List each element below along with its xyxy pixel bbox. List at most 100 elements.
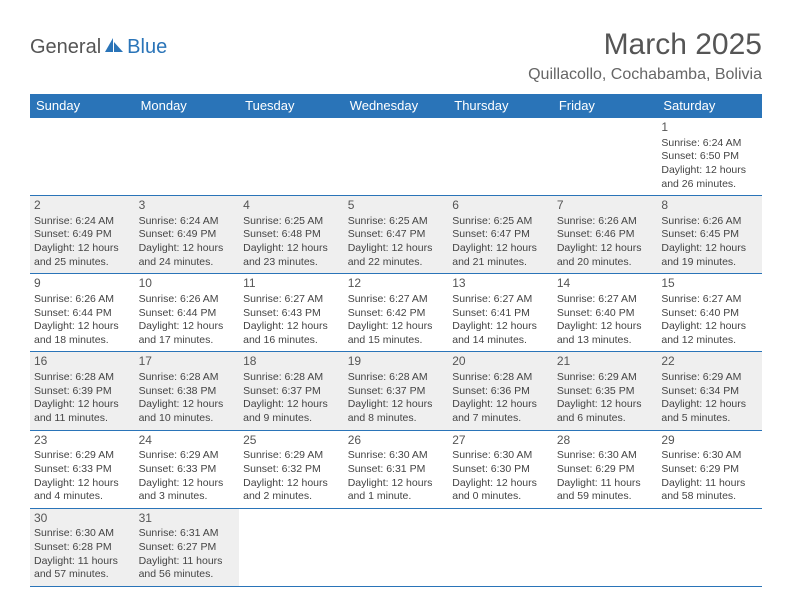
- day-info-line: and 57 minutes.: [34, 568, 131, 582]
- day-info-line: Sunset: 6:47 PM: [452, 228, 549, 242]
- day-info-line: Sunrise: 6:28 AM: [243, 371, 340, 385]
- day-number: 25: [243, 433, 340, 449]
- day-info-line: and 12 minutes.: [661, 334, 758, 348]
- day-info-line: and 14 minutes.: [452, 334, 549, 348]
- day-number: 20: [452, 354, 549, 370]
- empty-day: [30, 118, 135, 196]
- day-info-line: and 19 minutes.: [661, 256, 758, 270]
- calendar-day: 7Sunrise: 6:26 AMSunset: 6:46 PMDaylight…: [553, 196, 658, 274]
- day-info-line: Sunrise: 6:28 AM: [452, 371, 549, 385]
- day-info-line: Daylight: 12 hours: [139, 477, 236, 491]
- day-info-line: and 17 minutes.: [139, 334, 236, 348]
- day-info-line: Sunrise: 6:26 AM: [661, 215, 758, 229]
- day-info-line: and 20 minutes.: [557, 256, 654, 270]
- calendar-week: 1Sunrise: 6:24 AMSunset: 6:50 PMDaylight…: [30, 118, 762, 196]
- day-info-line: Daylight: 12 hours: [557, 320, 654, 334]
- calendar-day: 15Sunrise: 6:27 AMSunset: 6:40 PMDayligh…: [657, 274, 762, 352]
- empty-day: [344, 508, 449, 586]
- day-info-line: Daylight: 12 hours: [557, 242, 654, 256]
- calendar-day: 31Sunrise: 6:31 AMSunset: 6:27 PMDayligh…: [135, 508, 240, 586]
- day-number: 9: [34, 276, 131, 292]
- day-info-line: Sunrise: 6:24 AM: [139, 215, 236, 229]
- calendar-day: 22Sunrise: 6:29 AMSunset: 6:34 PMDayligh…: [657, 352, 762, 430]
- day-number: 26: [348, 433, 445, 449]
- day-info-line: Sunset: 6:37 PM: [348, 385, 445, 399]
- day-number: 19: [348, 354, 445, 370]
- day-info-line: Sunset: 6:45 PM: [661, 228, 758, 242]
- day-number: 24: [139, 433, 236, 449]
- calendar-day: 17Sunrise: 6:28 AMSunset: 6:38 PMDayligh…: [135, 352, 240, 430]
- day-info-line: Daylight: 12 hours: [661, 320, 758, 334]
- day-info-line: Sunset: 6:34 PM: [661, 385, 758, 399]
- day-info-line: Sunset: 6:32 PM: [243, 463, 340, 477]
- calendar-day: 11Sunrise: 6:27 AMSunset: 6:43 PMDayligh…: [239, 274, 344, 352]
- day-info-line: Daylight: 11 hours: [557, 477, 654, 491]
- day-info-line: Daylight: 11 hours: [139, 555, 236, 569]
- day-info-line: and 0 minutes.: [452, 490, 549, 504]
- day-info-line: Sunrise: 6:27 AM: [452, 293, 549, 307]
- day-info-line: Daylight: 12 hours: [452, 477, 549, 491]
- day-info-line: and 8 minutes.: [348, 412, 445, 426]
- day-info-line: Daylight: 12 hours: [243, 398, 340, 412]
- calendar-week: 16 Sunrise: 6:28 AM Sunset: 6:39 PM Dayligh…: [30, 352, 762, 430]
- day-info-line: Sunset: 6:49 PM: [139, 228, 236, 242]
- day-info-line: Sunrise: 6:26 AM: [557, 215, 654, 229]
- day-number: 18: [243, 354, 340, 370]
- logo-text-blue: Blue: [127, 36, 167, 59]
- day-number: 10: [139, 276, 236, 292]
- day-info-line: Sunset: 6:37 PM: [243, 385, 340, 399]
- calendar-header-row: SundayMondayTuesdayWednesdayThursdayFrid…: [30, 94, 762, 118]
- day-info-line: Daylight: 12 hours: [557, 398, 654, 412]
- day-info-line: and 24 minutes.: [139, 256, 236, 270]
- day-number: 8: [661, 198, 758, 214]
- day-info-line: Sunrise: 6:30 AM: [452, 449, 549, 463]
- day-info-line: Daylight: 12 hours: [139, 320, 236, 334]
- calendar-day: 9Sunrise: 6:26 AMSunset: 6:44 PMDaylight…: [30, 274, 135, 352]
- empty-day: [239, 118, 344, 196]
- day-info-line: and 5 minutes.: [661, 412, 758, 426]
- day-header: Tuesday: [239, 94, 344, 118]
- day-info-line: Daylight: 12 hours: [243, 477, 340, 491]
- calendar-day: 29Sunrise: 6:30 AMSunset: 6:29 PMDayligh…: [657, 430, 762, 508]
- calendar-day: 3Sunrise: 6:24 AMSunset: 6:49 PMDaylight…: [135, 196, 240, 274]
- day-header: Thursday: [448, 94, 553, 118]
- day-number: 2: [34, 198, 131, 214]
- day-info-line: Sunrise: 6:25 AM: [243, 215, 340, 229]
- day-info-line: Daylight: 12 hours: [243, 242, 340, 256]
- day-info-line: Daylight: 11 hours: [34, 555, 131, 569]
- empty-day: [553, 508, 658, 586]
- calendar-day: 20Sunrise: 6:28 AMSunset: 6:36 PMDayligh…: [448, 352, 553, 430]
- calendar-day: 4Sunrise: 6:25 AMSunset: 6:48 PMDaylight…: [239, 196, 344, 274]
- day-info-line: Sunset: 6:39 PM: [34, 385, 131, 399]
- day-info-line: Sunset: 6:29 PM: [661, 463, 758, 477]
- day-header: Sunday: [30, 94, 135, 118]
- calendar-day: 25Sunrise: 6:29 AMSunset: 6:32 PMDayligh…: [239, 430, 344, 508]
- day-info-line: Sunrise: 6:29 AM: [243, 449, 340, 463]
- day-number: 17: [139, 354, 236, 370]
- calendar-week: 9Sunrise: 6:26 AMSunset: 6:44 PMDaylight…: [30, 274, 762, 352]
- logo-text-general: General: [30, 36, 101, 59]
- day-info-line: and 25 minutes.: [34, 256, 131, 270]
- day-info-line: and 2 minutes.: [243, 490, 340, 504]
- day-info-line: and 9 minutes.: [243, 412, 340, 426]
- day-info-line: Sunrise: 6:27 AM: [348, 293, 445, 307]
- calendar-day: 23Sunrise: 6:29 AMSunset: 6:33 PMDayligh…: [30, 430, 135, 508]
- day-info-line: Daylight: 12 hours: [452, 320, 549, 334]
- day-info-line: Daylight: 12 hours: [34, 477, 131, 491]
- day-number: 5: [348, 198, 445, 214]
- calendar-day: 12Sunrise: 6:27 AMSunset: 6:42 PMDayligh…: [344, 274, 449, 352]
- day-info-line: Sunrise: 6:31 AM: [139, 527, 236, 541]
- day-info-line: Sunset: 6:40 PM: [661, 307, 758, 321]
- calendar-day: 21Sunrise: 6:29 AMSunset: 6:35 PMDayligh…: [553, 352, 658, 430]
- day-info-line: Daylight: 12 hours: [661, 242, 758, 256]
- day-info-line: Sunset: 6:48 PM: [243, 228, 340, 242]
- day-info-line: and 22 minutes.: [348, 256, 445, 270]
- day-info-line: Sunrise: 6:30 AM: [661, 449, 758, 463]
- day-info-line: Sunset: 6:47 PM: [348, 228, 445, 242]
- day-info-line: and 3 minutes.: [139, 490, 236, 504]
- day-info-line: Sunrise: 6:24 AM: [34, 215, 131, 229]
- day-number: 28: [557, 433, 654, 449]
- calendar-table: SundayMondayTuesdayWednesdayThursdayFrid…: [30, 94, 762, 587]
- day-info-line: Daylight: 12 hours: [452, 398, 549, 412]
- day-number: 16: [34, 354, 131, 370]
